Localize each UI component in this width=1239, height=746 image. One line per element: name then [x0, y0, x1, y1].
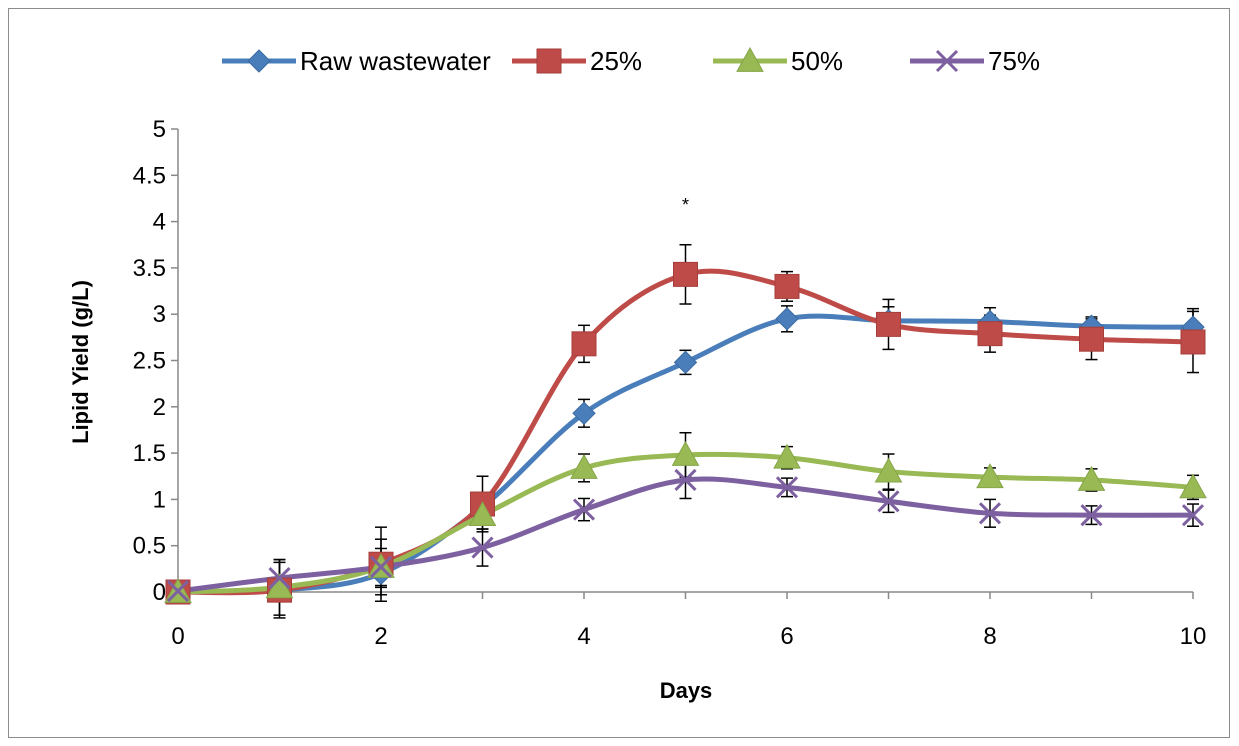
chart-frame [8, 8, 1230, 738]
data-point [369, 555, 393, 579]
data-point [877, 490, 900, 513]
legend-label: 75% [988, 46, 1040, 76]
data-point [570, 453, 598, 479]
data-point [471, 536, 494, 559]
legend-marker [736, 46, 764, 72]
series-lines [177, 268, 1194, 596]
x-tick-label: 8 [983, 623, 996, 650]
data-point [671, 440, 700, 466]
data-point [1080, 504, 1103, 527]
data-point [874, 457, 903, 483]
y-tick-label: 0.5 [133, 533, 166, 560]
y-tick-label: 4.5 [133, 162, 166, 189]
data-point [673, 261, 698, 287]
data-point [775, 476, 799, 499]
data-point [976, 463, 1004, 489]
y-tick-label: 5 [153, 116, 166, 143]
data-point [977, 321, 1003, 347]
y-tick-label: 2.5 [133, 348, 166, 375]
x-tick-label: 2 [374, 623, 387, 650]
data-point [774, 273, 800, 299]
data-point [775, 307, 799, 331]
data-point [1180, 329, 1206, 355]
y-tick-label: 3.5 [133, 255, 166, 282]
y-tick-label: 0 [153, 579, 166, 606]
data-point [876, 311, 901, 337]
legend-marker [536, 48, 562, 74]
series-markers [164, 261, 1207, 605]
y-tick-label: 1 [153, 486, 166, 513]
data-point [571, 331, 597, 357]
x-tick-label: 6 [780, 623, 793, 650]
data-point [1077, 465, 1106, 491]
legend: Raw wastewater 25% 50% 75% [222, 46, 1040, 76]
legend-marker [935, 49, 959, 73]
y-tick-label: 2 [153, 394, 166, 421]
data-point [166, 580, 190, 603]
data-point [1179, 473, 1207, 499]
y-tick-label: 4 [153, 209, 166, 236]
data-point [673, 350, 698, 375]
x-tick-label: 10 [1180, 623, 1207, 650]
legend-label: 50% [791, 46, 843, 76]
data-point [978, 502, 1002, 525]
data-point [468, 501, 497, 527]
data-point [268, 567, 291, 590]
data-point [773, 443, 801, 469]
y-tick-label: 3 [153, 301, 166, 328]
data-point [674, 468, 697, 492]
data-point [572, 498, 596, 521]
x-axis-title: Days [660, 678, 713, 703]
significance-marker: * [682, 195, 689, 215]
y-axis-title: Lipid Yield (g/L) [68, 280, 93, 444]
data-point [1181, 504, 1205, 527]
legend-label: 25% [590, 46, 642, 76]
legend-marker [247, 49, 271, 73]
y-tick-label: 1.5 [133, 440, 166, 467]
axes: 0 0.5 1 1.5 2 2.5 3 3.5 4 4.5 5 0 2 4 6 8 10 [133, 116, 1207, 650]
legend-label: Raw wastewater [300, 46, 491, 76]
data-point [572, 401, 596, 425]
data-point [1079, 326, 1104, 352]
x-tick-label: 4 [577, 623, 590, 650]
series-line [177, 268, 1194, 596]
x-tick-label: 0 [171, 623, 184, 650]
